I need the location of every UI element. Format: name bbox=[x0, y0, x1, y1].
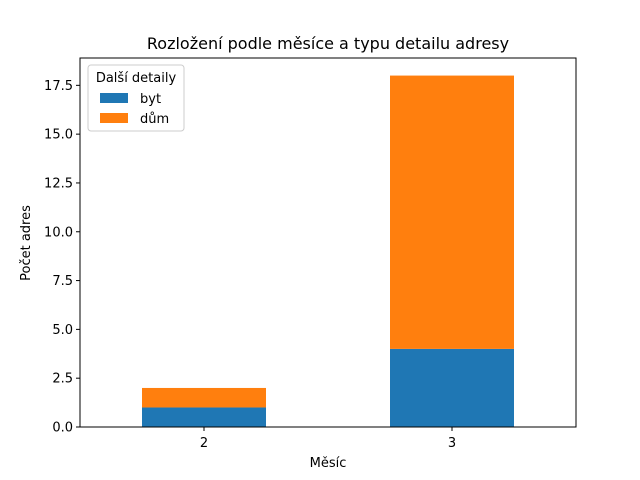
bar-dům-3 bbox=[390, 75, 514, 349]
chart-title: Rozložení podle měsíce a typu detailu ad… bbox=[147, 34, 509, 53]
legend-label-byt: byt bbox=[140, 92, 161, 107]
y-tick-label: 12.5 bbox=[44, 176, 73, 191]
y-tick-label: 10.0 bbox=[44, 225, 73, 240]
legend: Další detaily byt dům bbox=[87, 64, 185, 132]
y-tick-label: 7.5 bbox=[52, 274, 73, 289]
y-tick-label: 17.5 bbox=[44, 79, 73, 94]
legend-label-dum: dům bbox=[140, 112, 169, 127]
x-axis-label: Měsíc bbox=[310, 456, 347, 471]
legend-swatch-dum bbox=[100, 113, 128, 123]
y-tick-label: 0.0 bbox=[52, 421, 73, 436]
y-axis: 0.0 2.5 5.0 7.5 10.0 12.5 15.0 17.5 bbox=[44, 79, 80, 436]
bar-dům-2 bbox=[142, 387, 266, 408]
plot-frame bbox=[79, 57, 577, 428]
y-tick-label: 15.0 bbox=[44, 128, 73, 143]
legend-title: Další detaily bbox=[96, 71, 177, 86]
bars-layer bbox=[142, 75, 514, 427]
y-tick-label: 5.0 bbox=[52, 323, 73, 338]
y-axis-label: Počet adres bbox=[19, 205, 34, 281]
y-tick-label: 2.5 bbox=[52, 372, 73, 387]
legend-swatch-byt bbox=[100, 93, 128, 103]
x-tick-label: 3 bbox=[448, 436, 456, 451]
x-tick-label: 2 bbox=[200, 436, 208, 451]
bar-byt-2 bbox=[142, 407, 266, 427]
bar-byt-3 bbox=[390, 348, 514, 427]
